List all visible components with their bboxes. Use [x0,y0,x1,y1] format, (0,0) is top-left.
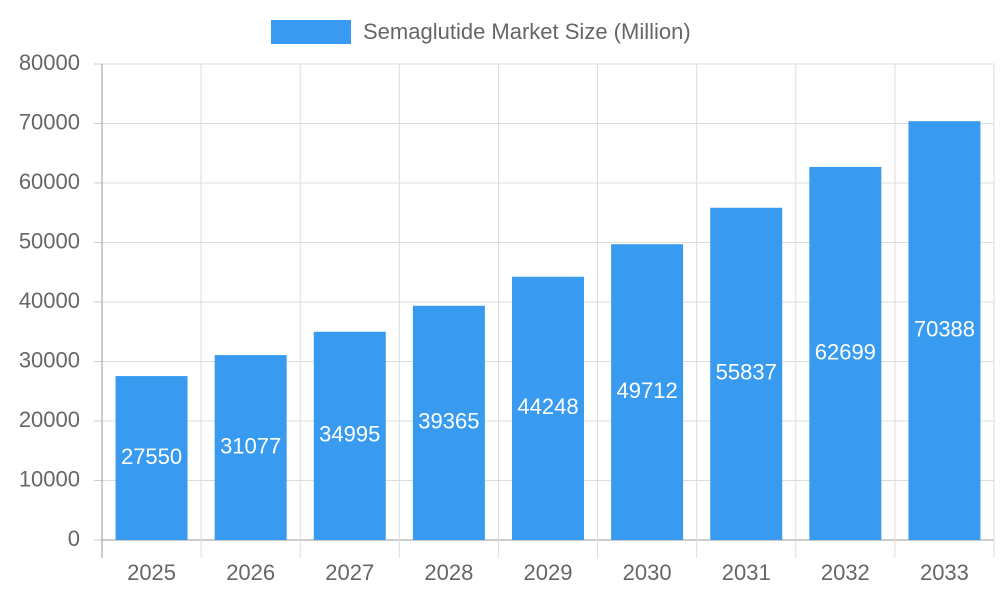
y-tick-label: 30000 [19,347,80,372]
data-label: 70388 [914,316,975,341]
x-tick-label: 2028 [424,560,473,585]
data-label: 39365 [418,409,479,434]
bar [908,121,981,540]
bar [710,207,783,541]
bar [809,166,882,540]
data-label: 55837 [716,360,777,385]
y-tick-label: 80000 [19,50,80,75]
x-tick-label: 2033 [920,560,969,585]
legend-label: Semaglutide Market Size (Million) [363,19,691,44]
bar [214,355,287,540]
y-tick-label: 70000 [19,109,80,134]
y-tick-label: 60000 [19,169,80,194]
y-tick-label: 40000 [19,288,80,313]
x-tick-label: 2032 [821,560,870,585]
x-tick-label: 2031 [722,560,771,585]
data-label: 31077 [220,433,281,458]
y-tick-label: 50000 [19,228,80,253]
x-tick-label: 2030 [623,560,672,585]
bar [412,305,485,540]
data-label: 34995 [319,422,380,447]
y-tick-label: 0 [68,526,80,551]
bar [313,331,386,540]
x-tick-label: 2029 [524,560,573,585]
x-tick-label: 2026 [226,560,275,585]
legend-swatch [271,20,351,44]
bar [512,276,584,540]
x-tick-label: 2025 [127,560,176,585]
data-label: 62699 [815,339,876,364]
y-tick-label: 20000 [19,407,80,432]
bar [611,244,684,540]
x-tick-label: 2027 [325,560,374,585]
data-label: 27550 [121,444,182,469]
data-label: 49712 [617,378,678,403]
bar [115,376,188,540]
data-label: 44248 [517,394,578,419]
y-tick-label: 10000 [19,466,80,491]
